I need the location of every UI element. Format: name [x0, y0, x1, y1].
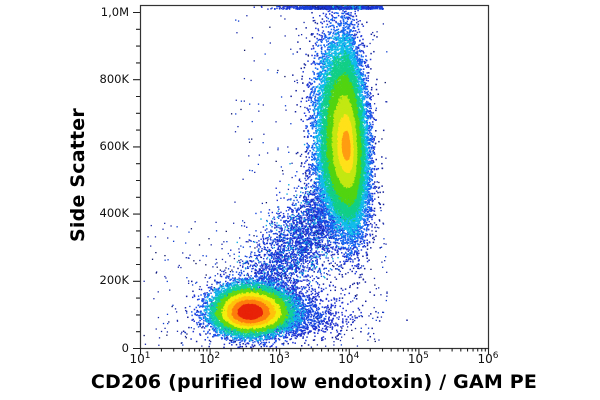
y-tick-label: 1,0M: [100, 4, 129, 19]
x-axis-label: CD206 (purified low endotoxin) / GAM PE: [90, 371, 538, 393]
x-tick-label: 104: [338, 351, 360, 367]
y-tick-label: 0: [121, 340, 129, 355]
x-tick-label: 102: [199, 351, 221, 367]
y-tick-label: 400K: [99, 206, 130, 221]
x-tick-label: 106: [477, 351, 499, 367]
y-tick-label: 200K: [99, 273, 130, 288]
x-tick-label: 103: [268, 351, 290, 367]
x-tick-label: 101: [129, 351, 151, 367]
y-tick-label: 600K: [99, 138, 130, 153]
x-tick-label: 105: [407, 351, 429, 367]
y-axis-label: Side Scatter: [67, 108, 89, 242]
y-tick-label: 800K: [99, 71, 130, 86]
